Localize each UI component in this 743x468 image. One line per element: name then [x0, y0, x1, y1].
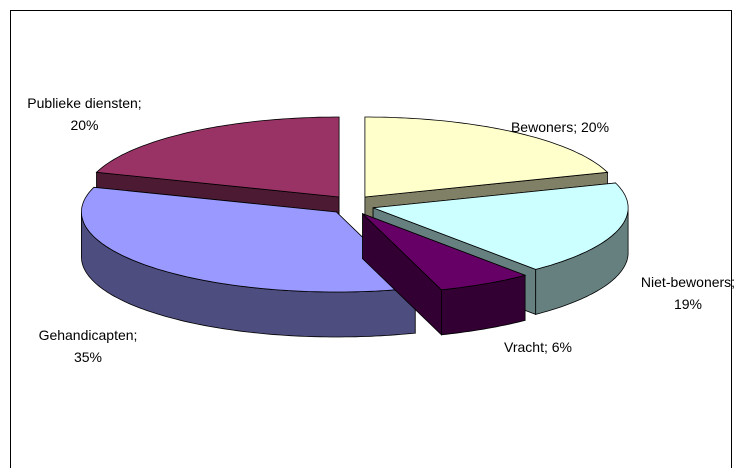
data-label: Publieke diensten; 20% [27, 95, 142, 133]
chart-frame [10, 10, 732, 468]
data-label: Gehandicapten; 35% [38, 327, 138, 365]
slice [95, 116, 340, 198]
slice [372, 182, 629, 270]
data-label: Bewoners; 20% [510, 119, 610, 135]
data-label: Niet-bewoners; 19% [640, 274, 736, 312]
slice [362, 213, 527, 291]
data-label: Vracht; 6% [504, 339, 572, 355]
slice [80, 186, 417, 293]
slice [364, 116, 609, 198]
